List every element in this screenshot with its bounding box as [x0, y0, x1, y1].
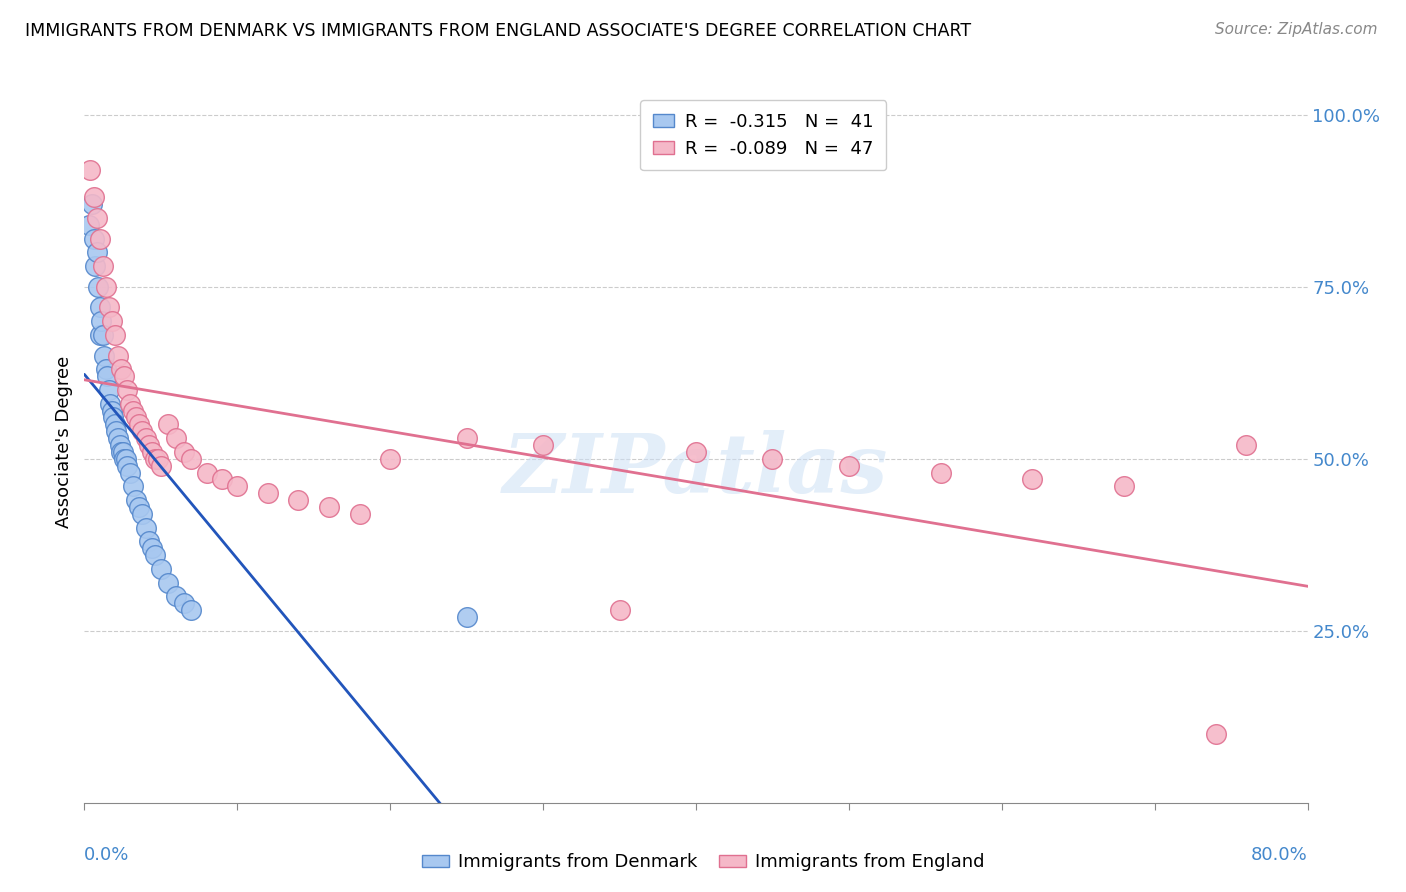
Point [94, 362, 117, 376]
Point [141, 445, 163, 459]
Point [115, 458, 138, 473]
Point [349, 507, 371, 521]
Legend: Immigrants from Denmark, Immigrants from England: Immigrants from Denmark, Immigrants from… [415, 847, 991, 879]
Point [83, 231, 105, 245]
Point [80, 197, 103, 211]
Point [128, 500, 150, 514]
Point [104, 417, 127, 432]
Y-axis label: Associate's Degree: Associate's Degree [55, 355, 73, 528]
Text: 80.0%: 80.0% [1251, 847, 1308, 864]
Point [165, 590, 187, 604]
Point [226, 479, 249, 493]
Point [173, 596, 195, 610]
Point [114, 451, 136, 466]
Point [87, 279, 110, 293]
Point [112, 451, 135, 466]
Point [1236, 438, 1258, 452]
Point [110, 445, 132, 459]
Point [173, 445, 195, 459]
Point [101, 403, 124, 417]
Point [609, 603, 631, 617]
Point [135, 520, 157, 534]
Point [211, 472, 233, 486]
Point [108, 438, 131, 452]
Point [195, 466, 218, 480]
Point [84, 259, 107, 273]
Point [103, 410, 125, 425]
Point [110, 362, 132, 376]
Point [107, 431, 129, 445]
Point [94, 279, 117, 293]
Point [115, 383, 138, 397]
Text: 0.0%: 0.0% [84, 847, 129, 864]
Text: Source: ZipAtlas.com: Source: ZipAtlas.com [1215, 22, 1378, 37]
Point [138, 438, 160, 452]
Point [456, 610, 478, 624]
Point [90, 314, 112, 328]
Point [77, 218, 100, 232]
Point [107, 349, 129, 363]
Point [456, 431, 478, 445]
Point [318, 500, 340, 514]
Point [143, 548, 166, 562]
Point [96, 369, 118, 384]
Point [120, 397, 142, 411]
Text: ZIPatlas: ZIPatlas [503, 431, 889, 510]
Point [180, 603, 202, 617]
Point [146, 451, 169, 466]
Point [91, 259, 114, 273]
Point [838, 458, 860, 473]
Point [685, 445, 707, 459]
Point [131, 424, 153, 438]
Point [1114, 479, 1136, 493]
Point [120, 466, 142, 480]
Legend: R =  -0.315   N =  41, R =  -0.089   N =  47: R = -0.315 N = 41, R = -0.089 N = 47 [640, 100, 886, 170]
Point [157, 575, 180, 590]
Point [128, 417, 150, 432]
Point [89, 231, 111, 245]
Point [138, 534, 160, 549]
Point [86, 211, 108, 225]
Point [112, 369, 135, 384]
Point [98, 397, 121, 411]
Point [122, 479, 145, 493]
Point [86, 245, 108, 260]
Point [1021, 472, 1043, 486]
Point [149, 562, 172, 576]
Point [380, 451, 402, 466]
Point [165, 431, 187, 445]
Point [125, 493, 148, 508]
Point [929, 466, 952, 480]
Point [83, 190, 105, 204]
Point [125, 410, 148, 425]
Point [141, 541, 163, 556]
Point [104, 327, 127, 342]
Point [122, 403, 145, 417]
Point [257, 486, 280, 500]
Point [1205, 727, 1227, 741]
Point [79, 162, 101, 177]
Text: IMMIGRANTS FROM DENMARK VS IMMIGRANTS FROM ENGLAND ASSOCIATE'S DEGREE CORRELATIO: IMMIGRANTS FROM DENMARK VS IMMIGRANTS FR… [25, 22, 972, 40]
Point [91, 327, 114, 342]
Point [111, 445, 134, 459]
Point [531, 438, 554, 452]
Point [89, 301, 111, 315]
Point [89, 327, 111, 342]
Point [93, 349, 115, 363]
Point [131, 507, 153, 521]
Point [135, 431, 157, 445]
Point [761, 451, 783, 466]
Point [180, 451, 202, 466]
Point [143, 451, 166, 466]
Point [287, 493, 309, 508]
Point [105, 424, 128, 438]
Point [101, 314, 124, 328]
Point [97, 383, 120, 397]
Point [157, 417, 180, 432]
Point [149, 458, 172, 473]
Point [97, 301, 120, 315]
